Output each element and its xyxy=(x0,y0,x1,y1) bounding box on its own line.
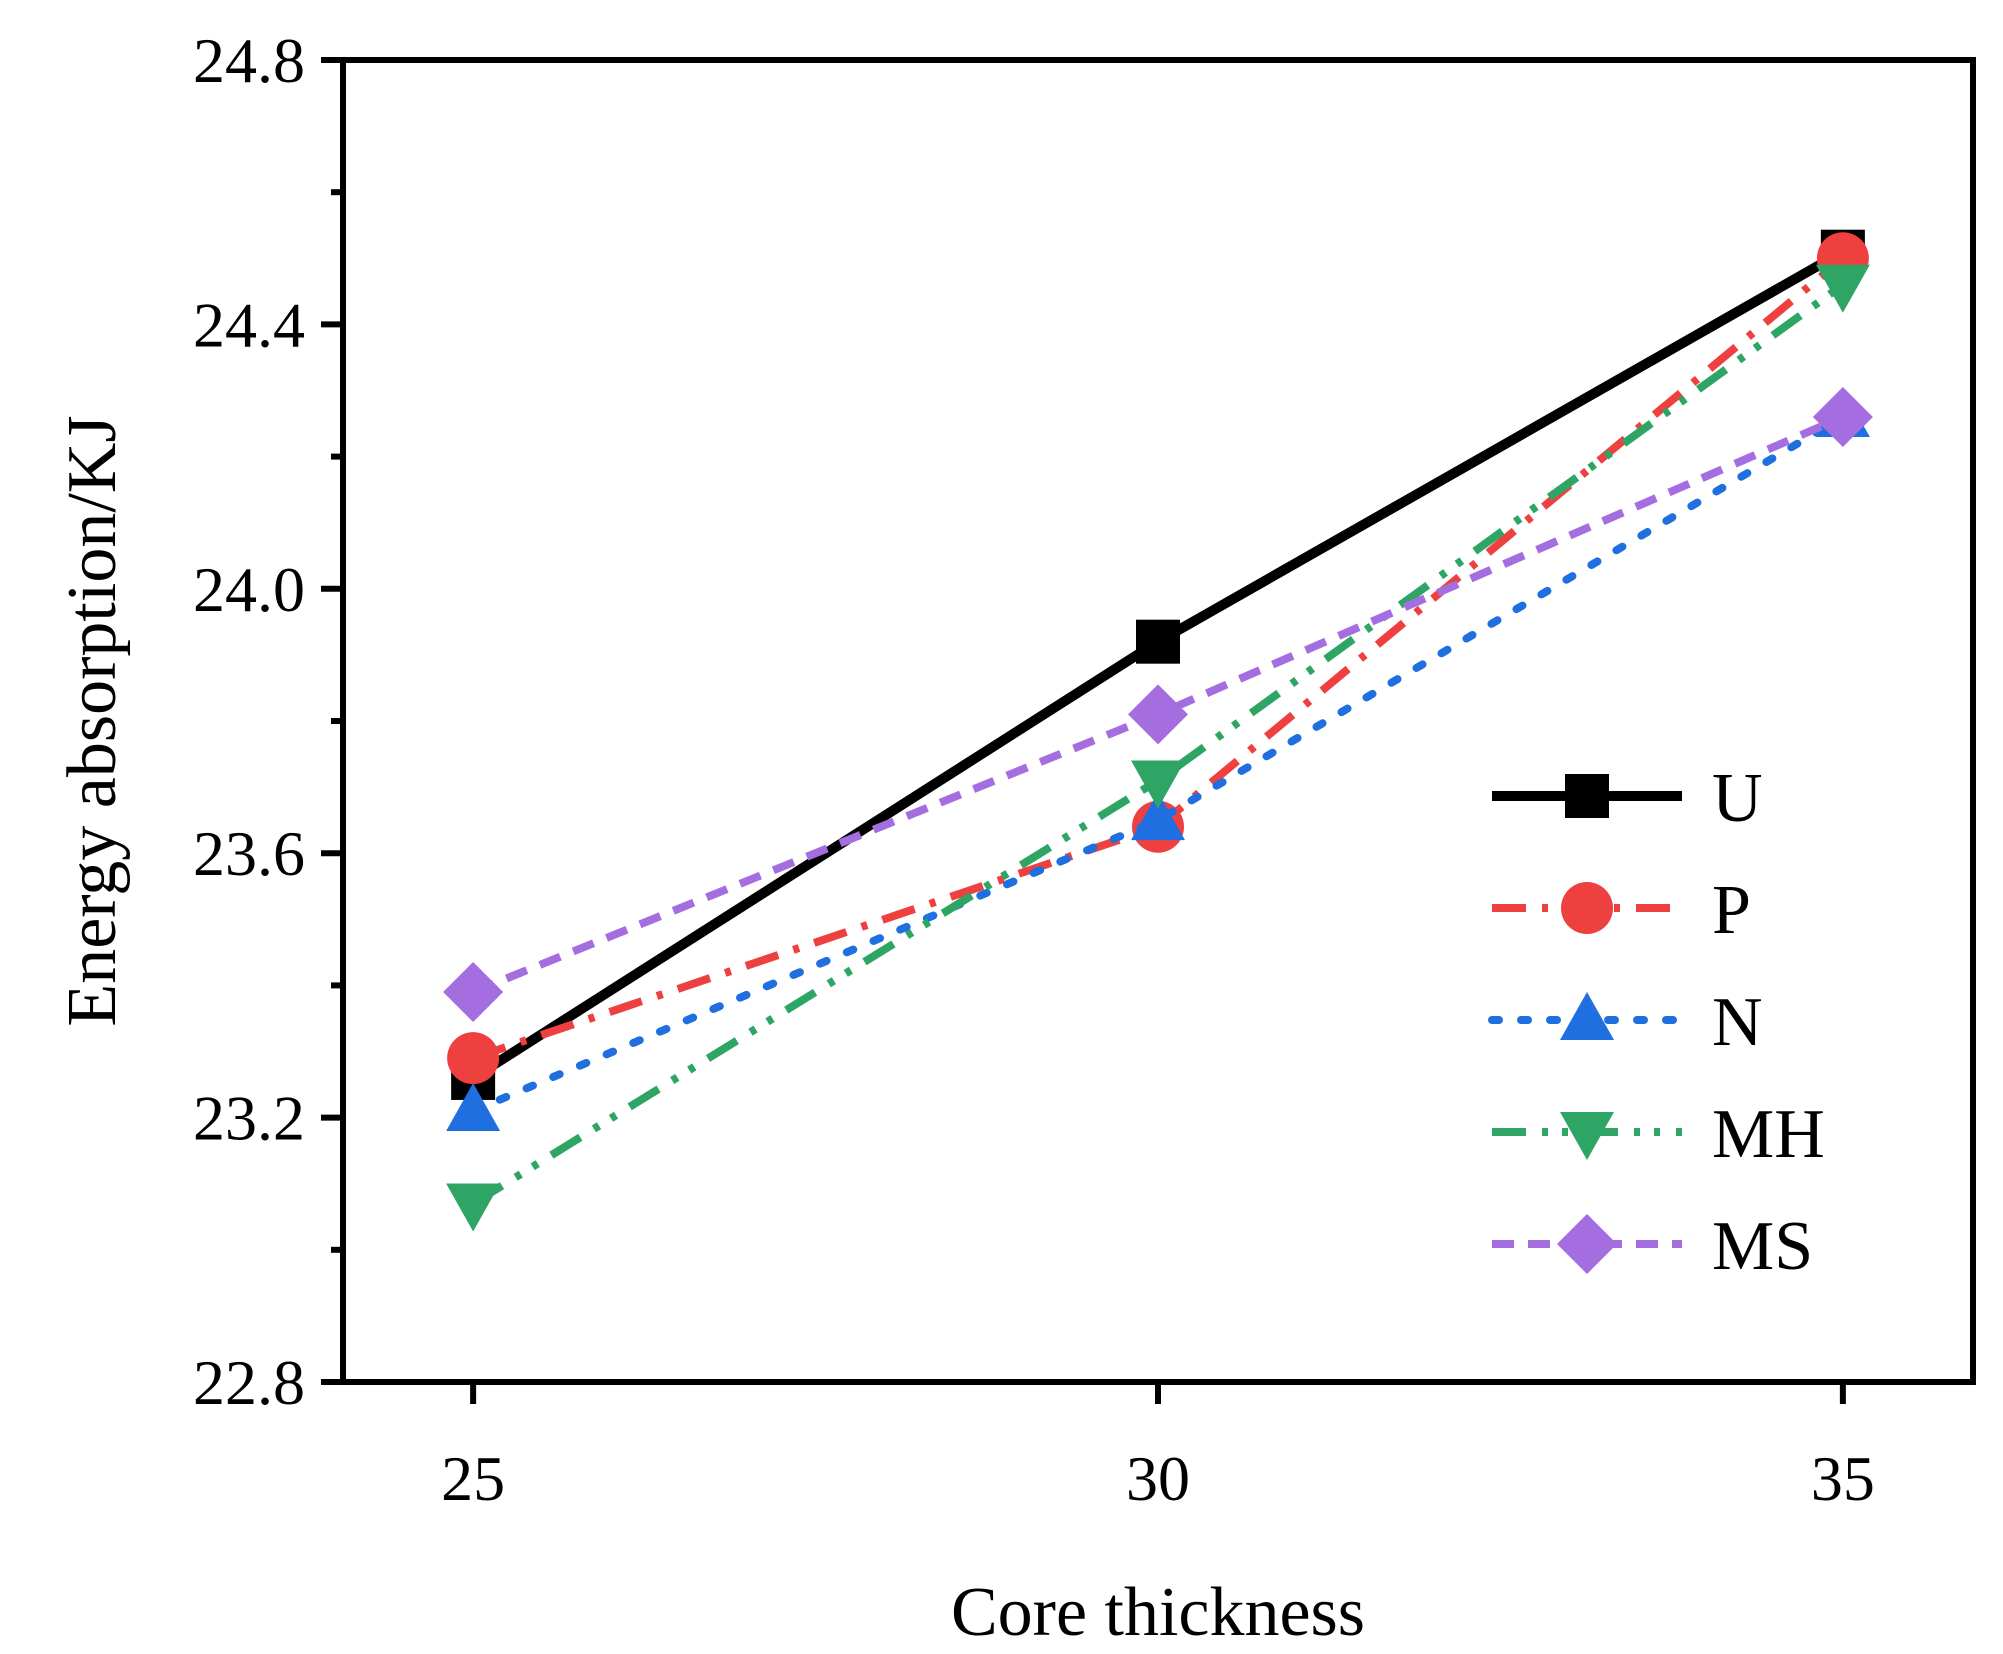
legend-item-mh: MH xyxy=(1492,1096,1825,1173)
series-layer xyxy=(443,229,1873,1232)
data-point-ms xyxy=(1812,386,1873,447)
y-tick-label: 22.8 xyxy=(193,1347,305,1418)
data-point-n xyxy=(1131,792,1185,841)
legend-label: MS xyxy=(1712,1208,1813,1285)
legend-item-n: N xyxy=(1488,984,1763,1061)
data-point-n xyxy=(446,1082,501,1131)
legend-label: U xyxy=(1712,760,1763,837)
legend-label: P xyxy=(1712,872,1751,949)
y-tick-label: 24.4 xyxy=(193,289,305,360)
series-line-n xyxy=(469,412,1847,1115)
plot-frame xyxy=(340,57,1976,1385)
legend-label: MH xyxy=(1712,1096,1825,1173)
series-ms xyxy=(443,386,1873,1023)
data-point-ms xyxy=(443,962,504,1023)
legend-item-ms: MS xyxy=(1492,1208,1813,1285)
data-point-mh xyxy=(1131,760,1185,809)
legend-marker xyxy=(1560,992,1614,1040)
data-point-mh xyxy=(1815,264,1870,313)
axes: 22.8 23.2 23.6 24.0 24.4 24.8 25 30 35 xyxy=(193,25,1875,1514)
x-tick-label: 30 xyxy=(1126,1443,1190,1514)
data-point-u xyxy=(1136,619,1180,664)
y-tick-label: 23.6 xyxy=(193,818,305,889)
x-tick-label: 25 xyxy=(441,1443,505,1514)
legend: UPN MH MS xyxy=(1488,760,1825,1285)
x-tick-label: 35 xyxy=(1811,1443,1875,1514)
legend-item-u: U xyxy=(1492,760,1763,837)
y-tick-label: 23.2 xyxy=(193,1083,305,1154)
y-tick-label: 24.0 xyxy=(193,554,305,625)
data-point-mh xyxy=(446,1183,501,1232)
series-line-u xyxy=(470,247,1846,1083)
data-point-ms xyxy=(1128,684,1188,745)
series-u xyxy=(451,229,1865,1100)
x-axis-title: Core thickness xyxy=(951,1574,1365,1651)
legend-marker xyxy=(1565,774,1609,818)
y-axis-title: Energy absorption/KJ xyxy=(54,415,131,1026)
legend-item-p: P xyxy=(1492,872,1751,949)
legend-marker xyxy=(1557,1214,1617,1274)
data-point-p xyxy=(447,1032,500,1085)
legend-label: N xyxy=(1712,984,1763,1061)
legend-marker xyxy=(1561,882,1613,934)
legend-marker xyxy=(1560,1112,1614,1160)
series-mh xyxy=(446,264,1870,1232)
y-tick-label: 24.8 xyxy=(193,25,305,96)
